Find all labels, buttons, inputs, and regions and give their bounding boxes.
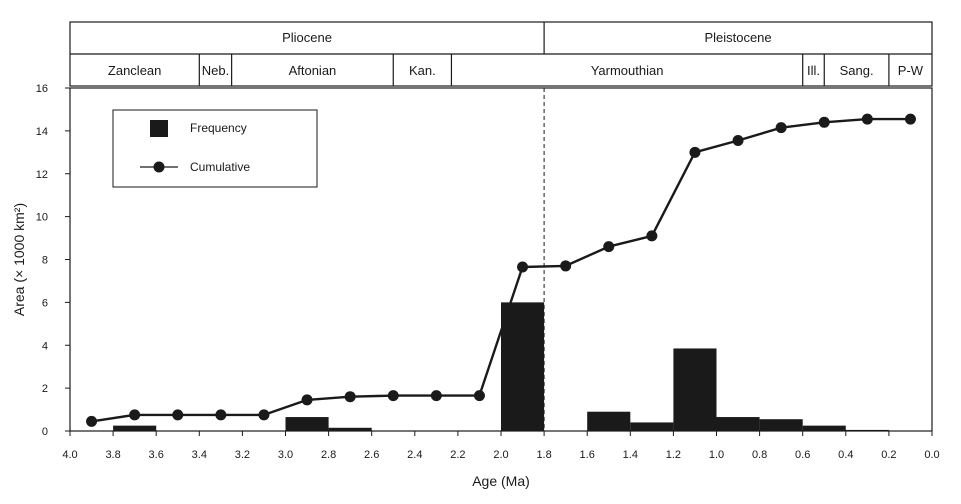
frequency-bar [113,425,157,431]
x-tick-label: 0.8 [752,449,767,461]
frequency-bar [328,427,372,431]
cumulative-point [129,409,141,421]
x-tick-label: 3.2 [235,449,250,461]
stage-label: Aftonian [289,63,337,78]
cumulative-point [904,113,916,125]
stage-label: Ill. [807,63,820,78]
cumulative-point [473,390,485,402]
cumulative-point [646,230,658,242]
stage-label: Zanclean [108,63,161,78]
stage-label: P-W [898,63,924,78]
frequency-bar [845,429,889,431]
legend-cumulative-dot [153,161,165,173]
x-tick-label: 0.0 [924,449,939,461]
frequency-bar [630,422,674,431]
stage-label: Sang. [840,63,874,78]
cumulative-point [344,391,356,403]
time-scale-header: Pliocene Pleistocene Zanclean Neb. Aftonian K… [69,21,933,87]
cumulative-point [387,390,399,402]
legend-frequency-swatch [150,120,168,137]
legend: Frequency Cumulative [112,109,318,188]
frequency-bar [587,411,631,431]
cumulative-point [732,135,744,147]
x-axis: 4.0 3.8 3.6 3.4 3.2 3.0 2.8 2.6 2.4 2.2 2.0 1.8 1.6 1… [62,431,940,461]
x-tick-label: 0.6 [795,449,810,461]
frequency-bar [802,425,846,431]
cumulative-points [86,113,916,427]
y-tick-label: 2 [42,383,48,395]
cumulative-point [430,390,442,402]
y-tick-label: 12 [36,169,48,181]
x-tick-label: 1.6 [580,449,595,461]
cumulative-point [775,122,787,134]
x-tick-label: 2.0 [493,449,508,461]
frequency-bar [759,419,803,431]
cumulative-point [86,415,98,427]
stage-label: Neb. [202,63,229,78]
x-tick-label: 3.8 [105,449,120,461]
stage-label: Kan. [409,63,436,78]
frequency-bar [716,417,760,431]
cumulative-point [818,116,830,128]
stage-label: Yarmouthian [591,63,664,78]
frequency-bar [673,348,717,431]
x-tick-label: 1.0 [709,449,724,461]
x-tick-label: 2.4 [407,449,422,461]
x-tick-label: 1.8 [536,449,551,461]
x-tick-label: 1.4 [623,449,638,461]
x-tick-label: 3.4 [192,449,207,461]
x-tick-label: 2.6 [364,449,379,461]
epoch-label: Pleistocene [704,30,771,45]
x-tick-label: 4.0 [62,449,77,461]
legend-cumulative-label: Cumulative [190,160,250,174]
frequency-bars [113,302,889,431]
cumulative-point [861,113,873,125]
x-tick-label: 3.6 [149,449,164,461]
y-tick-label: 8 [42,255,48,267]
y-axis-title: Area (× 1000 km²) [11,203,27,316]
cumulative-point [517,261,529,273]
cumulative-point [172,409,184,421]
x-tick-label: 0.4 [838,449,853,461]
cumulative-point [603,241,615,253]
cumulative-point [215,409,227,421]
x-tick-label: 2.8 [321,449,336,461]
frequency-bar [285,417,329,431]
y-tick-label: 10 [36,212,48,224]
epoch-label: Pliocene [282,30,332,45]
y-tick-label: 14 [36,126,48,138]
cumulative-line [91,117,911,423]
cumulative-point [689,146,701,158]
x-tick-label: 0.2 [881,449,896,461]
cumulative-point [258,409,270,421]
x-tick-label: 2.2 [450,449,465,461]
frequency-bar [501,302,545,431]
x-tick-label: 1.2 [666,449,681,461]
y-tick-label: 16 [36,83,48,95]
y-axis: 0 2 4 6 8 10 12 14 16 [36,83,70,438]
y-tick-label: 0 [42,426,48,438]
cumulative-point [301,394,313,406]
legend-frequency-label: Frequency [190,121,247,135]
legend-box [112,109,318,188]
y-tick-label: 6 [42,297,48,309]
y-tick-label: 4 [42,340,48,352]
x-axis-title: Age (Ma) [472,473,530,489]
x-tick-label: 3.0 [278,449,293,461]
cumulative-point [560,260,572,272]
